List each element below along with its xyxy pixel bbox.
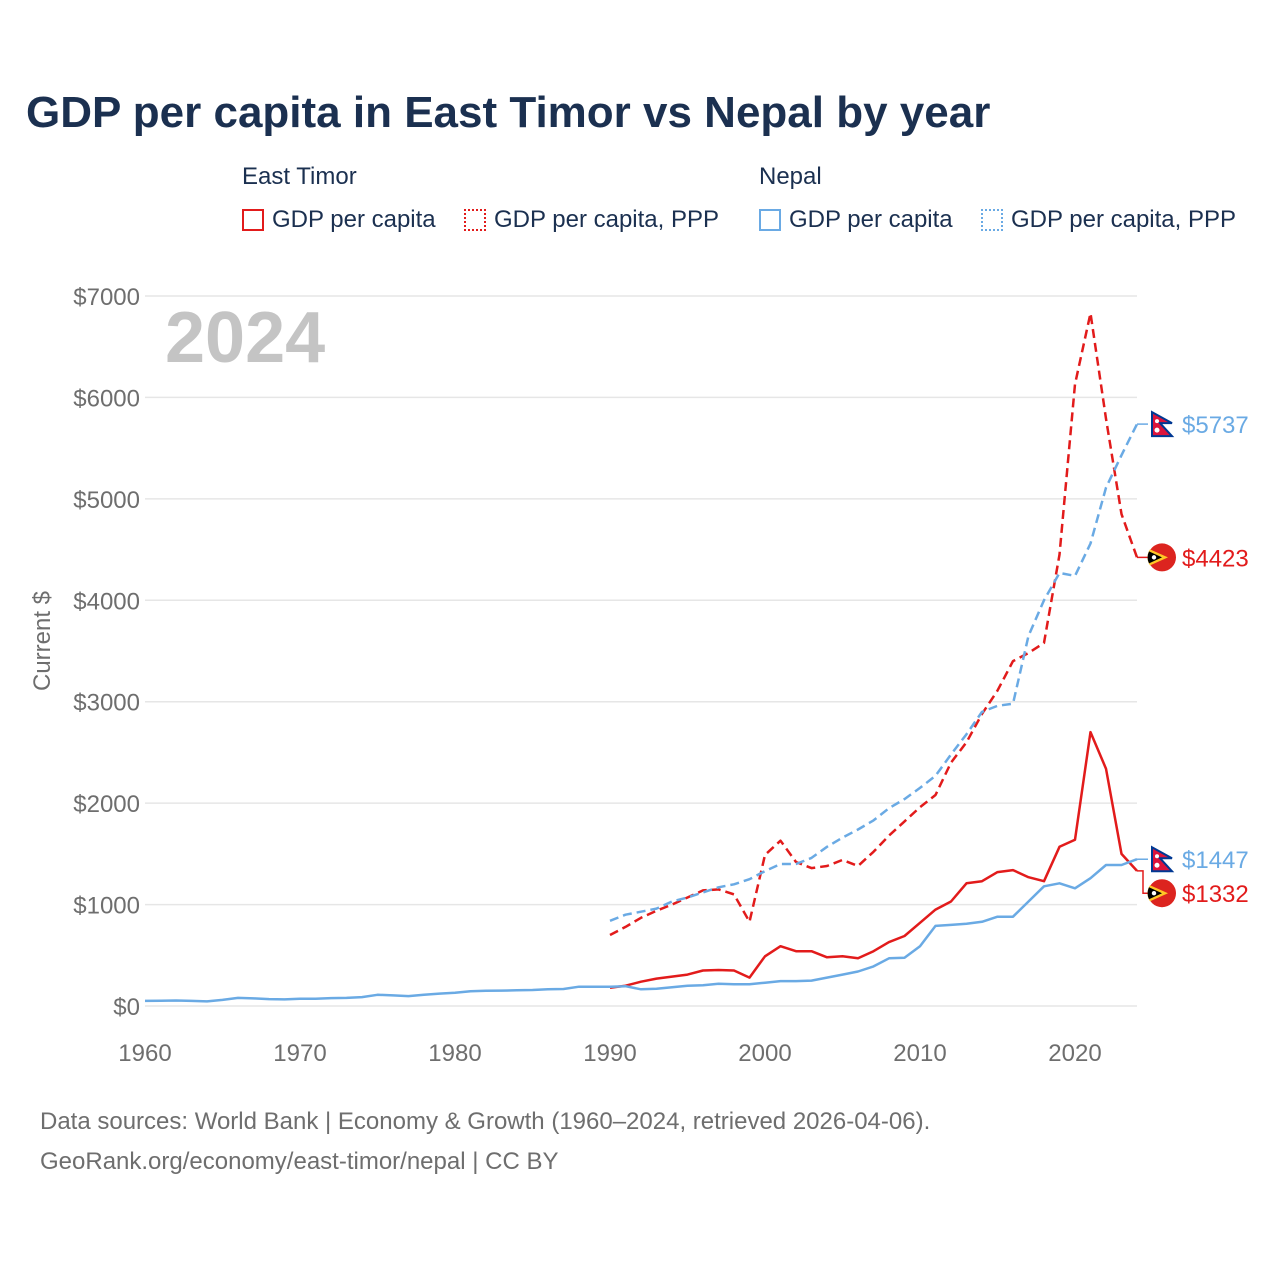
y-tick-label: $0 [113, 994, 140, 1021]
x-tick-label: 2000 [738, 1040, 791, 1067]
series-line-nepal-dashed[interactable] [609, 423, 1139, 922]
y-tick-label: $2000 [73, 791, 140, 818]
y-tick-label: $7000 [73, 284, 140, 311]
east-timor-flag-icon [1147, 879, 1176, 908]
legend-item-nepal-ppp[interactable]: GDP per capita, PPP [981, 205, 1236, 235]
legend-item-nepal-gdp[interactable]: GDP per capita [759, 205, 953, 235]
nepal-flag-icon [1148, 845, 1176, 874]
legend-item-east-timor-gdp[interactable]: GDP per capita [242, 205, 436, 235]
x-tick-label: 2010 [893, 1040, 946, 1067]
legend-label: GDP per capita [789, 206, 953, 233]
legend-swatch-dotted-icon [464, 209, 486, 231]
east-timor-flag-icon [1147, 543, 1176, 572]
attribution-link[interactable]: GeoRank.org/economy/east-timor/nepal | C… [40, 1148, 559, 1175]
x-tick-label: 1990 [583, 1040, 636, 1067]
legend-group-east-timor: East Timor [242, 163, 357, 190]
end-value-label: $4423 [1182, 545, 1249, 572]
nepal-flag-icon [1148, 410, 1176, 439]
x-tick-label: 1960 [118, 1040, 171, 1067]
end-connector [1137, 870, 1148, 894]
legend-swatch-dotted-icon [981, 209, 1003, 231]
x-tick-label: 2020 [1048, 1040, 1101, 1067]
legend-swatch-solid-icon [242, 209, 264, 231]
end-value-label: $1332 [1182, 881, 1249, 908]
legend-label: GDP per capita, PPP [1011, 206, 1236, 233]
source-note: Data sources: World Bank | Economy & Gro… [40, 1108, 931, 1135]
series-line-east_timor-solid[interactable] [609, 730, 1138, 989]
legend-item-east-timor-ppp[interactable]: GDP per capita, PPP [464, 205, 719, 235]
legend-label: GDP per capita, PPP [494, 206, 719, 233]
y-tick-label: $4000 [73, 588, 140, 615]
chart-title: GDP per capita in East Timor vs Nepal by… [26, 88, 991, 137]
end-value-label: $1447 [1182, 847, 1249, 874]
y-tick-label: $3000 [73, 690, 140, 717]
y-axis-label: Current $ [29, 591, 56, 691]
x-tick-label: 1980 [428, 1040, 481, 1067]
end-value-label: $5737 [1182, 412, 1249, 439]
legend-label: GDP per capita [272, 206, 436, 233]
legend-group-nepal: Nepal [759, 163, 822, 190]
legend-swatch-solid-icon [759, 209, 781, 231]
x-tick-label: 1970 [273, 1040, 326, 1067]
year-watermark: 2024 [165, 298, 325, 378]
series-line-nepal-solid[interactable] [144, 858, 1138, 1003]
y-tick-label: $1000 [73, 893, 140, 920]
series-line-east_timor-dashed[interactable] [609, 311, 1139, 937]
y-tick-label: $5000 [73, 487, 140, 514]
y-tick-label: $6000 [73, 385, 140, 412]
